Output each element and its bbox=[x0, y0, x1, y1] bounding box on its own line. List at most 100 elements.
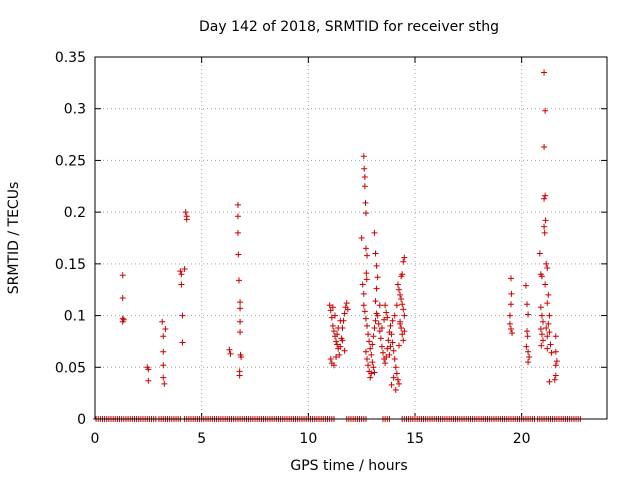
data-point bbox=[160, 374, 167, 381]
data-point bbox=[553, 358, 560, 365]
data-point bbox=[238, 353, 245, 360]
data-point bbox=[341, 347, 348, 354]
data-point bbox=[506, 312, 513, 319]
data-point bbox=[399, 301, 406, 308]
data-point bbox=[540, 337, 546, 344]
data-point bbox=[237, 329, 244, 336]
data-point bbox=[541, 229, 548, 236]
data-point bbox=[392, 364, 399, 371]
data-point bbox=[546, 378, 553, 385]
data-point bbox=[524, 328, 530, 335]
data-point bbox=[394, 281, 401, 288]
data-point bbox=[226, 346, 233, 353]
data-point bbox=[369, 341, 376, 348]
data-point bbox=[536, 250, 543, 257]
data-point bbox=[362, 210, 369, 217]
data-point bbox=[380, 349, 386, 356]
data-point bbox=[120, 316, 127, 323]
data-point bbox=[145, 366, 152, 373]
data-point bbox=[542, 107, 549, 114]
data-point bbox=[375, 320, 382, 327]
data-point bbox=[334, 331, 341, 338]
data-point bbox=[522, 282, 529, 289]
y-tick-label: 0.3 bbox=[64, 102, 86, 118]
data-point bbox=[370, 364, 377, 371]
data-point bbox=[544, 300, 551, 307]
data-point bbox=[329, 304, 336, 311]
data-point bbox=[183, 216, 190, 223]
axis-ticks bbox=[94, 56, 607, 420]
data-point bbox=[371, 369, 378, 376]
data-point bbox=[524, 301, 530, 308]
data-point bbox=[227, 350, 234, 357]
data-point bbox=[344, 306, 351, 313]
data-point bbox=[508, 301, 514, 308]
data-point bbox=[389, 339, 396, 346]
data-point bbox=[378, 324, 385, 331]
grid bbox=[95, 57, 607, 419]
data-point bbox=[362, 245, 369, 252]
data-point bbox=[179, 312, 186, 319]
data-point bbox=[525, 348, 532, 355]
data-point bbox=[552, 372, 559, 379]
data-point bbox=[378, 343, 385, 350]
data-point bbox=[524, 333, 531, 340]
data-point bbox=[332, 312, 338, 319]
data-point bbox=[364, 322, 370, 329]
data-point bbox=[543, 324, 550, 331]
data-point bbox=[525, 311, 532, 318]
data-point bbox=[542, 192, 549, 199]
data-point bbox=[343, 300, 350, 307]
data-point bbox=[362, 348, 369, 355]
data-point bbox=[368, 370, 375, 377]
data-point bbox=[400, 258, 407, 265]
data-point bbox=[538, 312, 545, 319]
data-point bbox=[401, 254, 408, 261]
data-point bbox=[160, 348, 167, 355]
data-point bbox=[508, 290, 515, 297]
data-point bbox=[358, 235, 365, 241]
y-tick-label: 0.05 bbox=[55, 360, 86, 376]
data-point bbox=[545, 291, 552, 298]
data-point bbox=[160, 362, 167, 369]
data-point bbox=[333, 338, 340, 345]
data-point bbox=[542, 217, 549, 224]
data-point bbox=[377, 335, 384, 342]
data-point bbox=[333, 353, 340, 360]
data-point bbox=[337, 343, 344, 350]
data-point bbox=[181, 266, 188, 273]
y-tick-label: 0.25 bbox=[55, 153, 86, 169]
data-point bbox=[236, 372, 243, 379]
data-point bbox=[545, 320, 552, 327]
data-point bbox=[360, 290, 367, 297]
x-tick-label: 0 bbox=[91, 431, 100, 447]
data-point bbox=[363, 276, 370, 283]
data-point bbox=[397, 291, 404, 298]
data-point bbox=[329, 322, 336, 329]
data-point bbox=[371, 324, 378, 331]
data-point bbox=[387, 322, 394, 329]
data-point bbox=[237, 299, 244, 306]
tick-labels: 0 0.05 0.1 0.15 0.2 0.25 0.3 0.35 0 5 10 15 20 bbox=[55, 50, 531, 447]
data-point bbox=[160, 333, 167, 340]
data-point bbox=[234, 201, 241, 208]
data-point bbox=[538, 273, 545, 280]
data-point bbox=[546, 329, 553, 336]
data-point bbox=[396, 286, 402, 293]
data-point bbox=[235, 251, 242, 258]
data-point bbox=[372, 317, 379, 324]
data-point bbox=[552, 362, 559, 369]
data-point bbox=[334, 341, 341, 348]
data-point bbox=[361, 308, 368, 315]
data-point bbox=[401, 312, 408, 319]
data-point bbox=[526, 353, 533, 360]
y-tick-label: 0.1 bbox=[64, 309, 86, 325]
data-point bbox=[396, 342, 402, 349]
data-point bbox=[541, 195, 548, 202]
y-tick-label: 0.2 bbox=[64, 205, 86, 221]
data-point bbox=[327, 307, 334, 314]
data-point bbox=[547, 341, 554, 348]
data-point bbox=[398, 324, 405, 331]
data-point bbox=[508, 326, 514, 333]
data-point bbox=[162, 326, 169, 333]
